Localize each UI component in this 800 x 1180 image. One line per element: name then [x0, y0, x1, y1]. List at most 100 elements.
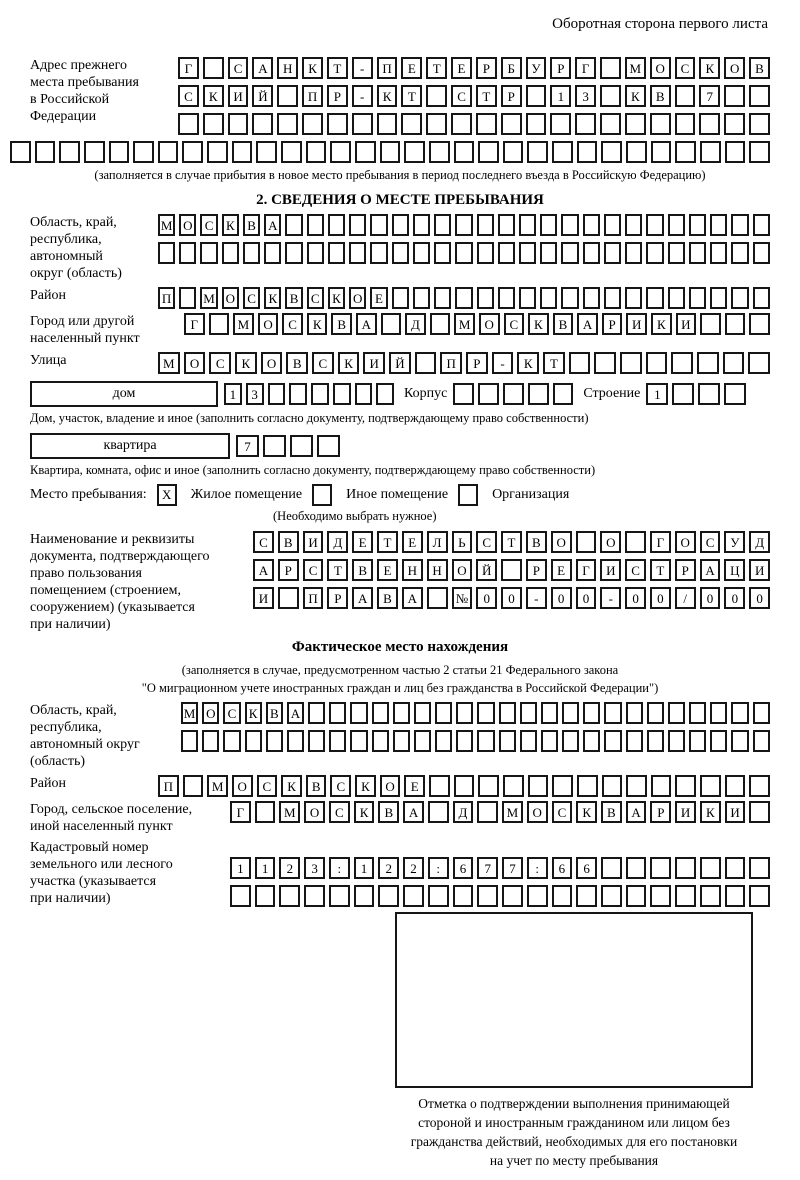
char-cell[interactable]: 1 [353, 857, 375, 879]
char-cell[interactable]: 0 [575, 587, 597, 609]
char-cell[interactable] [620, 352, 642, 374]
char-cell[interactable] [477, 730, 495, 752]
char-cell[interactable] [285, 214, 303, 236]
char-cell[interactable] [526, 885, 548, 907]
char-cell[interactable] [304, 885, 325, 907]
char-cell[interactable] [391, 287, 409, 309]
char-cell[interactable]: К [221, 214, 239, 236]
char-cell[interactable] [649, 113, 671, 135]
char-cell[interactable] [527, 383, 549, 405]
char-cell[interactable] [426, 85, 448, 107]
char-cell[interactable] [752, 730, 770, 752]
char-cell[interactable] [650, 857, 672, 879]
char-cell[interactable]: И [600, 559, 622, 581]
char-cell[interactable]: 6 [452, 857, 474, 879]
char-cell[interactable] [502, 141, 524, 163]
char-cell[interactable]: И [363, 352, 386, 374]
char-cell[interactable] [326, 113, 348, 135]
char-cell[interactable] [724, 885, 746, 907]
char-cell[interactable] [646, 242, 664, 264]
char-cell[interactable]: Г [230, 801, 251, 823]
char-cell[interactable] [667, 702, 686, 724]
char-cell[interactable] [502, 885, 523, 907]
char-cell[interactable] [227, 113, 249, 135]
char-cell[interactable]: 1 [224, 383, 242, 405]
char-cell[interactable]: Д [749, 531, 771, 553]
char-cell[interactable] [731, 287, 749, 309]
char-cell[interactable]: № [451, 587, 473, 609]
char-cell[interactable]: Т [326, 57, 348, 79]
char-cell[interactable] [601, 141, 623, 163]
char-cell[interactable]: П [440, 352, 463, 374]
char-cell[interactable]: Г [178, 57, 199, 79]
char-cell[interactable] [327, 214, 346, 236]
char-cell[interactable]: - [600, 587, 622, 609]
char-cell[interactable] [476, 287, 494, 309]
char-cell[interactable] [576, 885, 598, 907]
char-cell[interactable] [527, 775, 549, 797]
char-cell[interactable] [179, 242, 197, 264]
char-cell[interactable]: В [331, 313, 353, 335]
char-cell[interactable]: Н [401, 559, 423, 581]
char-cell[interactable] [108, 141, 130, 163]
char-cell[interactable] [583, 702, 601, 724]
char-cell[interactable]: Ь [451, 531, 473, 553]
char-cell[interactable] [594, 352, 617, 374]
char-cell[interactable] [646, 214, 664, 236]
char-cell[interactable]: К [302, 57, 323, 79]
char-cell[interactable]: О [674, 531, 696, 553]
char-cell[interactable]: М [502, 801, 523, 823]
char-cell[interactable] [477, 702, 495, 724]
char-cell[interactable] [453, 383, 475, 405]
char-cell[interactable] [699, 885, 721, 907]
char-cell[interactable]: А [403, 801, 424, 823]
char-cell[interactable] [672, 383, 695, 405]
char-cell[interactable] [752, 214, 770, 236]
char-cell[interactable] [749, 85, 770, 107]
char-cell[interactable]: В [525, 531, 547, 553]
char-cell[interactable] [350, 702, 368, 724]
char-cell[interactable]: 7 [699, 85, 721, 107]
char-cell[interactable] [476, 242, 494, 264]
char-cell[interactable] [83, 141, 105, 163]
char-cell[interactable]: К [650, 313, 672, 335]
char-cell[interactable]: В [305, 775, 327, 797]
char-cell[interactable] [401, 113, 423, 135]
char-cell[interactable]: В [352, 559, 374, 581]
char-cell[interactable] [625, 730, 643, 752]
char-cell[interactable] [646, 287, 664, 309]
char-cell[interactable]: Р [277, 559, 299, 581]
char-cell[interactable] [456, 730, 474, 752]
char-cell[interactable]: : [427, 857, 449, 879]
stay-checkbox-inoe[interactable] [312, 484, 333, 506]
char-cell[interactable] [603, 242, 622, 264]
char-cell[interactable] [710, 287, 728, 309]
char-cell[interactable] [455, 214, 473, 236]
stay-checkbox-organizaciya[interactable] [458, 484, 479, 506]
char-cell[interactable] [477, 885, 499, 907]
char-cell[interactable]: О [526, 801, 548, 823]
char-cell[interactable] [414, 352, 437, 374]
char-cell[interactable] [710, 214, 728, 236]
char-cell[interactable]: С [476, 531, 498, 553]
char-cell[interactable] [749, 885, 771, 907]
char-cell[interactable]: Т [543, 352, 565, 374]
char-cell[interactable] [328, 885, 350, 907]
char-cell[interactable]: 0 [550, 587, 572, 609]
char-cell[interactable]: С [256, 775, 278, 797]
char-cell[interactable] [604, 730, 622, 752]
char-cell[interactable] [378, 885, 400, 907]
char-cell[interactable]: С [551, 801, 573, 823]
char-cell[interactable] [650, 885, 672, 907]
char-cell[interactable] [305, 141, 327, 163]
char-cell[interactable]: 1 [230, 857, 251, 879]
char-cell[interactable]: О [379, 775, 401, 797]
char-cell[interactable]: В [285, 287, 303, 309]
char-cell[interactable] [722, 352, 745, 374]
char-cell[interactable] [277, 587, 299, 609]
stay-checkbox-zhiloe[interactable]: X [156, 484, 177, 506]
char-cell[interactable] [413, 702, 432, 724]
char-cell[interactable] [376, 383, 394, 405]
char-cell[interactable] [476, 214, 494, 236]
char-cell[interactable]: И [724, 801, 746, 823]
